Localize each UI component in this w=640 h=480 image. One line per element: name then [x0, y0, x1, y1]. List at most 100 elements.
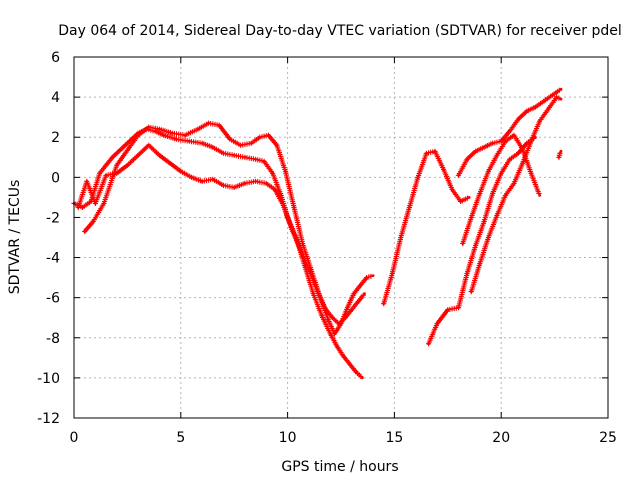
- data-point: [115, 163, 119, 167]
- data-point: [499, 171, 503, 175]
- x-tick-label: 15: [385, 430, 403, 446]
- data-point: [555, 95, 559, 99]
- x-tick-label: 20: [492, 430, 510, 446]
- data-point: [147, 125, 151, 129]
- data-point: [275, 143, 279, 147]
- data-point: [465, 272, 469, 275]
- data-point: [266, 133, 270, 137]
- data-point: [243, 155, 247, 159]
- data-point: [85, 179, 89, 183]
- data-point: [211, 177, 215, 181]
- data-point: [111, 155, 114, 159]
- data-point: [249, 141, 253, 145]
- data-point: [348, 362, 351, 366]
- series-track-4: [381, 148, 471, 307]
- data-point: [516, 117, 520, 121]
- data-point: [147, 143, 151, 147]
- data-point: [461, 242, 465, 245]
- series-layer: [71, 87, 563, 380]
- data-point: [168, 161, 172, 165]
- data-point: [427, 342, 430, 346]
- data-point: [207, 121, 210, 125]
- data-point: [491, 141, 495, 145]
- data-point: [232, 153, 236, 157]
- data-point: [495, 214, 499, 217]
- data-point: [559, 97, 563, 101]
- series-markers: [460, 132, 542, 247]
- axis-ticks: 0 5 10 15 20 25 -12 -10 -8 -6 -4 -2 0 2 4 6: [37, 50, 617, 446]
- data-point: [170, 131, 174, 135]
- y-tick-label: -12: [37, 411, 60, 427]
- data-point: [326, 318, 330, 322]
- data-point: [301, 242, 304, 245]
- data-point: [433, 149, 437, 153]
- data-point: [450, 187, 454, 191]
- data-point: [126, 163, 129, 167]
- data-point: [491, 191, 495, 195]
- data-point: [546, 107, 550, 111]
- data-point: [331, 316, 334, 320]
- data-point: [290, 228, 294, 231]
- data-point: [474, 149, 477, 153]
- data-point: [76, 206, 80, 209]
- data-point: [486, 169, 490, 173]
- data-point: [533, 105, 537, 109]
- data-point: [91, 220, 95, 223]
- data-point: [128, 145, 131, 149]
- data-point: [341, 354, 345, 358]
- data-point: [521, 147, 524, 151]
- data-point: [162, 133, 166, 137]
- data-point: [98, 171, 102, 175]
- y-tick-label: -10: [37, 371, 60, 387]
- data-point: [542, 99, 546, 103]
- data-point: [407, 206, 411, 209]
- data-point: [324, 308, 328, 312]
- data-point: [196, 127, 200, 131]
- data-point: [346, 306, 349, 310]
- y-tick-label: -4: [46, 251, 60, 267]
- series-markers: [71, 126, 364, 379]
- data-point: [446, 308, 450, 312]
- data-point: [499, 139, 503, 143]
- data-point: [538, 193, 542, 197]
- data-point: [478, 262, 482, 265]
- series-track-8: [468, 94, 563, 295]
- data-point: [512, 181, 516, 185]
- series-track-1: [71, 126, 364, 380]
- series-track-3: [75, 142, 366, 327]
- data-point: [399, 236, 403, 239]
- y-tick-label: -6: [46, 291, 60, 307]
- data-point: [232, 185, 236, 189]
- data-point: [356, 300, 360, 304]
- data-point: [292, 206, 296, 209]
- data-point: [93, 202, 97, 205]
- data-point: [457, 173, 460, 177]
- data-point: [262, 159, 266, 163]
- data-point: [371, 274, 375, 278]
- data-point: [425, 151, 428, 155]
- data-point: [123, 143, 127, 147]
- data-point: [504, 193, 507, 197]
- y-tick-label: 2: [51, 130, 60, 146]
- data-point: [512, 133, 516, 137]
- data-point: [442, 167, 445, 171]
- data-point: [158, 153, 161, 157]
- data-point: [343, 316, 347, 320]
- data-point: [190, 175, 193, 179]
- data-point: [217, 123, 221, 127]
- data-point: [273, 187, 277, 191]
- data-point: [529, 139, 533, 143]
- data-point: [307, 268, 311, 271]
- data-point: [337, 322, 341, 326]
- data-point: [516, 151, 520, 155]
- data-point: [89, 200, 93, 203]
- data-point: [486, 236, 490, 239]
- data-point: [390, 272, 394, 275]
- data-point: [179, 169, 183, 173]
- series-line: [382, 150, 470, 305]
- x-tick-label: 5: [176, 430, 185, 446]
- data-point: [328, 332, 332, 336]
- data-point: [508, 129, 512, 133]
- data-point: [459, 200, 463, 203]
